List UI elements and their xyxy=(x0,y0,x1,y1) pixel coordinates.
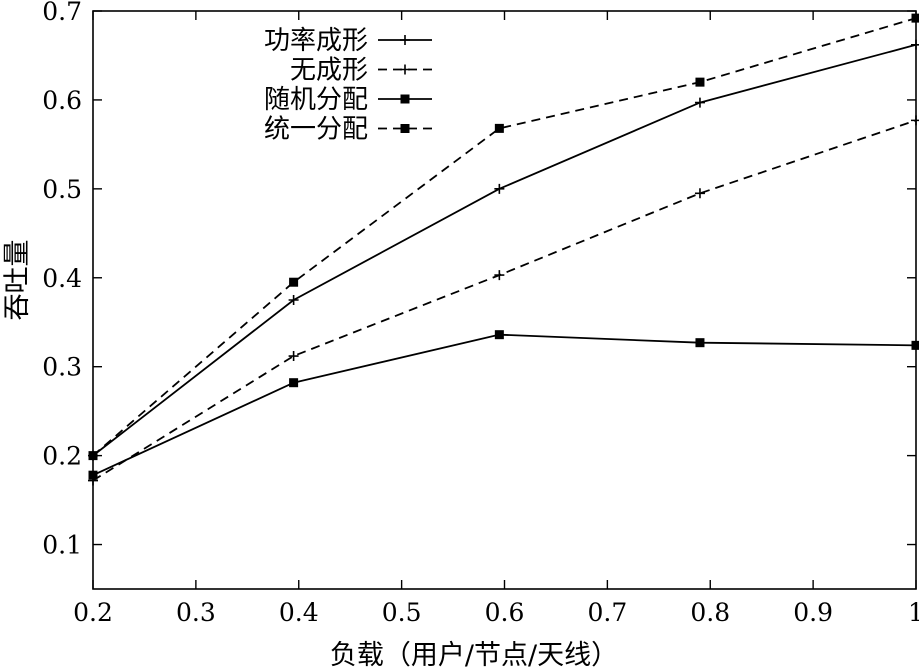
x-tick-label: 1 xyxy=(908,598,919,627)
series-group xyxy=(88,13,919,486)
legend-label: 统一分配 xyxy=(264,115,368,145)
series-4-point xyxy=(695,77,705,87)
legend-label: 无成形 xyxy=(290,56,368,86)
x-tick-label: 0.6 xyxy=(485,598,525,627)
series-2-point xyxy=(288,351,299,362)
x-tick-label: 0.3 xyxy=(176,598,216,627)
series-3-point xyxy=(494,330,504,340)
series-3 xyxy=(88,330,919,480)
series-1 xyxy=(88,39,919,461)
series-1-point xyxy=(494,183,505,194)
x-axis-label: 负载（用户/节点/天线） xyxy=(330,640,618,669)
series-3-point xyxy=(911,340,919,350)
y-tick-label: 0.3 xyxy=(42,353,82,382)
series-2-point xyxy=(494,270,505,281)
series-3-point xyxy=(695,338,705,348)
legend-marker xyxy=(400,64,410,75)
x-tick-label: 0.7 xyxy=(587,598,627,627)
x-tick-label: 0.9 xyxy=(793,598,833,627)
series-1-point xyxy=(911,39,919,50)
series-1-point xyxy=(694,97,705,108)
y-axis-label: 吞吐量 xyxy=(2,240,33,321)
x-tick-label: 0.5 xyxy=(382,598,422,627)
legend-marker xyxy=(400,124,410,133)
series-2-point xyxy=(694,188,705,199)
series-4-point xyxy=(911,13,919,23)
legend-marker xyxy=(400,94,410,104)
y-tick-label: 0.4 xyxy=(42,264,82,293)
legend-label: 随机分配 xyxy=(264,85,368,115)
legend-marker xyxy=(400,35,410,45)
series-1-point xyxy=(288,295,299,305)
x-tick-label: 0.4 xyxy=(279,598,319,627)
x-tick-label: 0.8 xyxy=(690,598,730,627)
series-4-point xyxy=(289,277,299,287)
series-3-point xyxy=(289,378,299,388)
legend-label: 功率成形 xyxy=(264,26,368,56)
series-2 xyxy=(88,115,919,486)
y-tick-label: 0.7 xyxy=(42,0,82,26)
series-4-point xyxy=(494,123,504,133)
ticks-group: 0.2 0.3 0.4 0.5 0.6 0.7 0.8 0.9 1 0.1 0.2 0.3 0.4 0.5… xyxy=(42,0,919,627)
series-4 xyxy=(88,13,919,461)
y-tick-label: 0.1 xyxy=(42,531,82,560)
series-4-point xyxy=(88,451,98,461)
y-tick-label: 0.6 xyxy=(42,86,82,115)
series-2-point xyxy=(911,115,919,126)
y-tick-label: 0.5 xyxy=(42,175,82,204)
y-tick-label: 0.2 xyxy=(42,442,82,471)
series-4-line xyxy=(92,17,917,457)
series-3-point xyxy=(88,470,98,480)
x-tick-label: 0.2 xyxy=(73,598,113,627)
